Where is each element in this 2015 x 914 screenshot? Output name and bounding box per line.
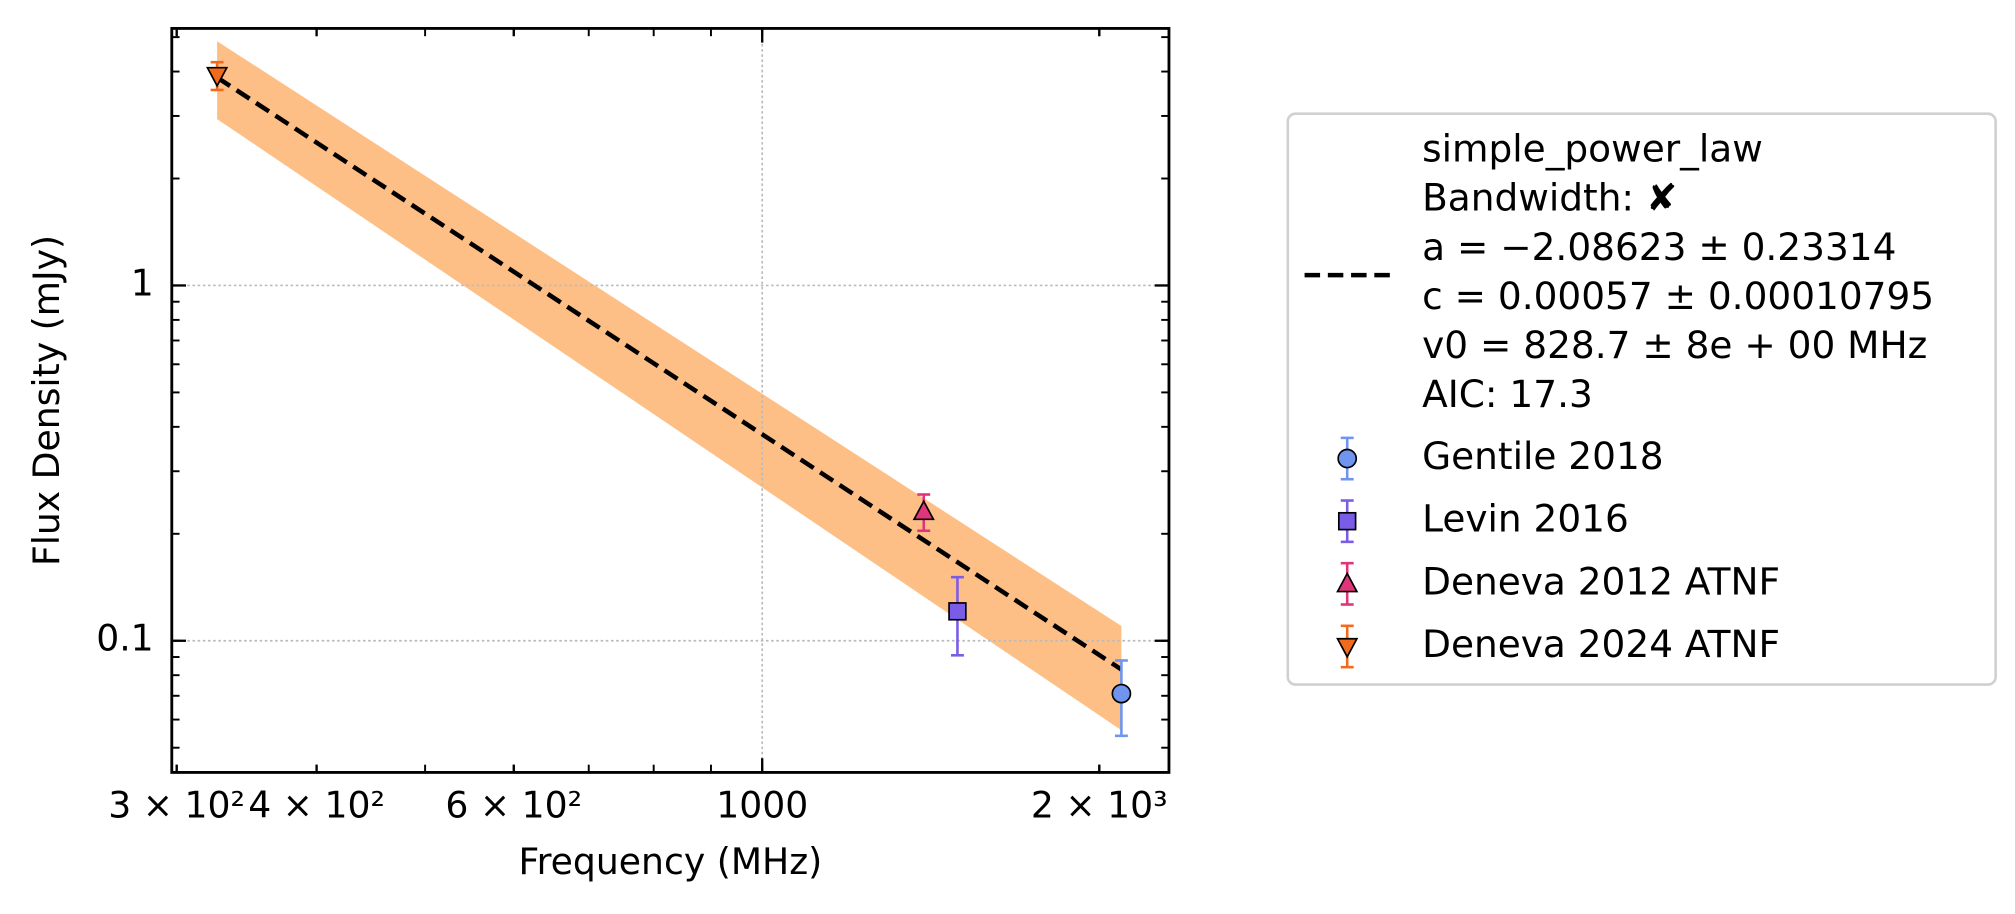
y-axis-label: Flux Density (mJy) bbox=[25, 235, 68, 566]
legend-fit-text: c = 0.00057 ± 0.00010795 bbox=[1422, 274, 1934, 318]
fit-band bbox=[217, 41, 1122, 731]
x-tick-label: 3 × 10² bbox=[108, 783, 245, 826]
legend-box bbox=[1286, 112, 1997, 686]
x-tick-label: 2 × 10³ bbox=[1031, 783, 1168, 826]
marker bbox=[1336, 637, 1359, 659]
x-axis-label: Frequency (MHz) bbox=[518, 840, 822, 883]
marker bbox=[1337, 511, 1357, 531]
legend-fit-text: AIC: 17.3 bbox=[1422, 372, 1593, 416]
legend-label: Gentile 2018 bbox=[1422, 434, 1663, 478]
x-tick-label: 6 × 10² bbox=[445, 783, 582, 826]
axes-frame bbox=[170, 27, 1171, 774]
marker bbox=[948, 602, 967, 621]
marker bbox=[206, 66, 229, 88]
x-tick-label: 1000 bbox=[716, 783, 808, 826]
legend-label: Deneva 2024 ATNF bbox=[1422, 622, 1780, 666]
legend-fit-text: Bandwidth: ✘ bbox=[1422, 176, 1677, 220]
y-tick-label: 0.1 bbox=[96, 617, 154, 660]
y-tick-label: 1 bbox=[131, 261, 154, 304]
legend-fit-text: simple_power_law bbox=[1422, 127, 1763, 171]
legend-fit-text: a = −2.08623 ± 0.23314 bbox=[1422, 225, 1896, 269]
legend-fit-text: v0 = 828.7 ± 8e + 00 MHz bbox=[1422, 323, 1927, 367]
x-tick-label: 4 × 10² bbox=[248, 783, 385, 826]
marker bbox=[912, 499, 935, 521]
marker bbox=[1111, 683, 1132, 704]
marker bbox=[1336, 571, 1359, 593]
legend-label: Deneva 2012 ATNF bbox=[1422, 559, 1780, 603]
legend-label: Levin 2016 bbox=[1422, 497, 1629, 541]
fit-line bbox=[215, 75, 1123, 672]
marker bbox=[1337, 448, 1358, 469]
